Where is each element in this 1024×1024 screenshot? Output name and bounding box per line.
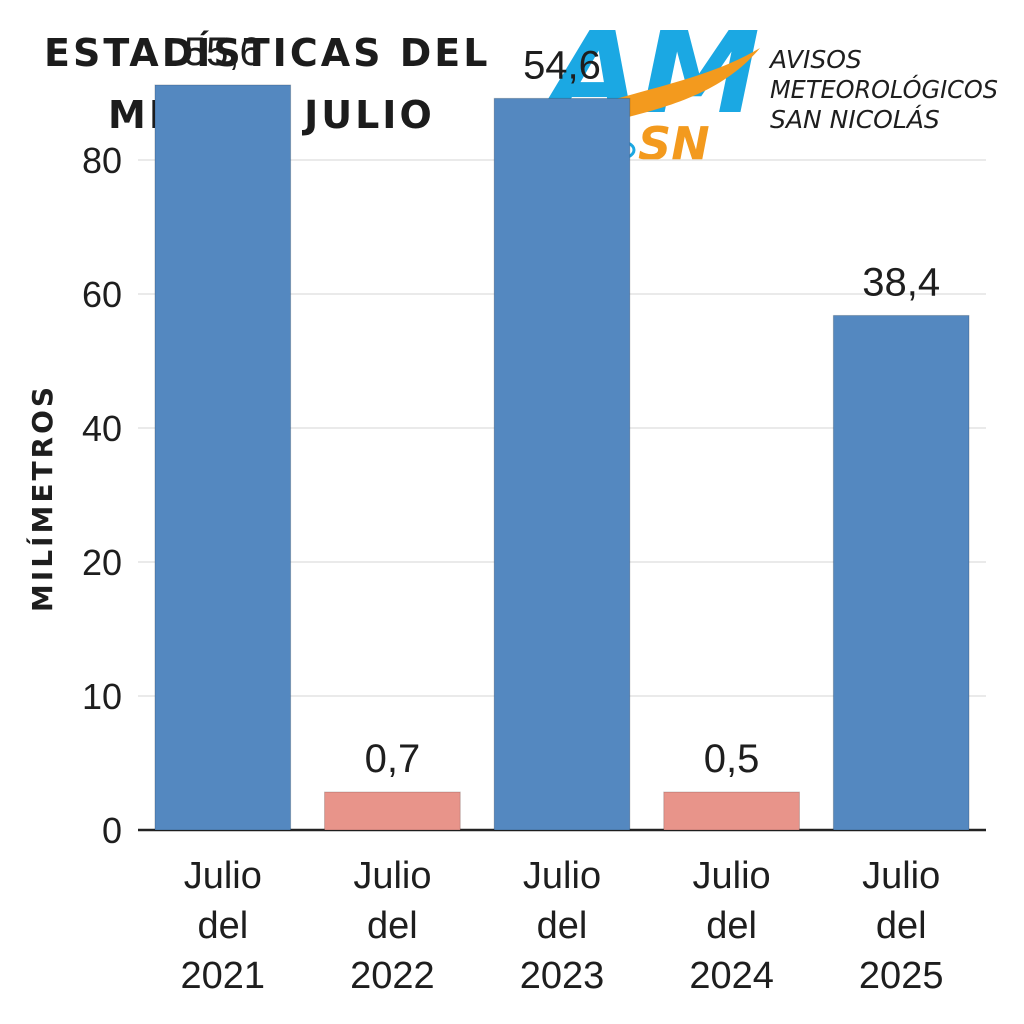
bar (832, 314, 970, 831)
bar (324, 791, 461, 831)
y-tick-label: 60 (82, 274, 122, 315)
x-tick-label: Julio del 2023 (520, 855, 605, 997)
bars-layer (154, 84, 970, 831)
bar (493, 97, 631, 831)
chart-title-line1: ESTADÍSTICAS DEL (44, 31, 490, 75)
logo-text-line1: AVISOS (768, 45, 862, 74)
y-tick-label: 0 (102, 810, 122, 851)
x-tick-label: Julio del 2024 (689, 855, 774, 997)
bar (663, 791, 800, 831)
data-label: 0,7 (365, 737, 421, 781)
logo-text-line3: SAN NICOLÁS (770, 105, 940, 134)
y-tick-label: 20 (82, 542, 122, 583)
y-tick-label: 80 (82, 140, 122, 181)
x-tick-label: Julio del 2021 (181, 855, 266, 997)
data-label: 0,5 (704, 737, 760, 781)
bar (154, 84, 292, 831)
y-axis-title: MILÍMETROS (25, 384, 59, 612)
data-label: 54,6 (523, 43, 601, 87)
x-tick-label: Julio del 2025 (859, 855, 944, 997)
y-tick-label: 10 (82, 676, 122, 717)
labels-layer: 55,6 Julio del 2021 0,7 Julio del 2022 54,6 Julio… (181, 30, 944, 997)
logo-mark-sn: SN (638, 117, 710, 171)
logo-text-line2: METEOROLÓGICOS (770, 74, 998, 104)
y-tick-label: 40 (82, 408, 122, 449)
data-label: 55,6 (184, 30, 262, 74)
ams-logo: AM SN AVISOS METEOROLÓGICOS SAN NICOLÁS (539, 9, 998, 171)
data-label: 38,4 (862, 260, 940, 304)
x-tick-label: Julio del 2022 (350, 855, 435, 997)
